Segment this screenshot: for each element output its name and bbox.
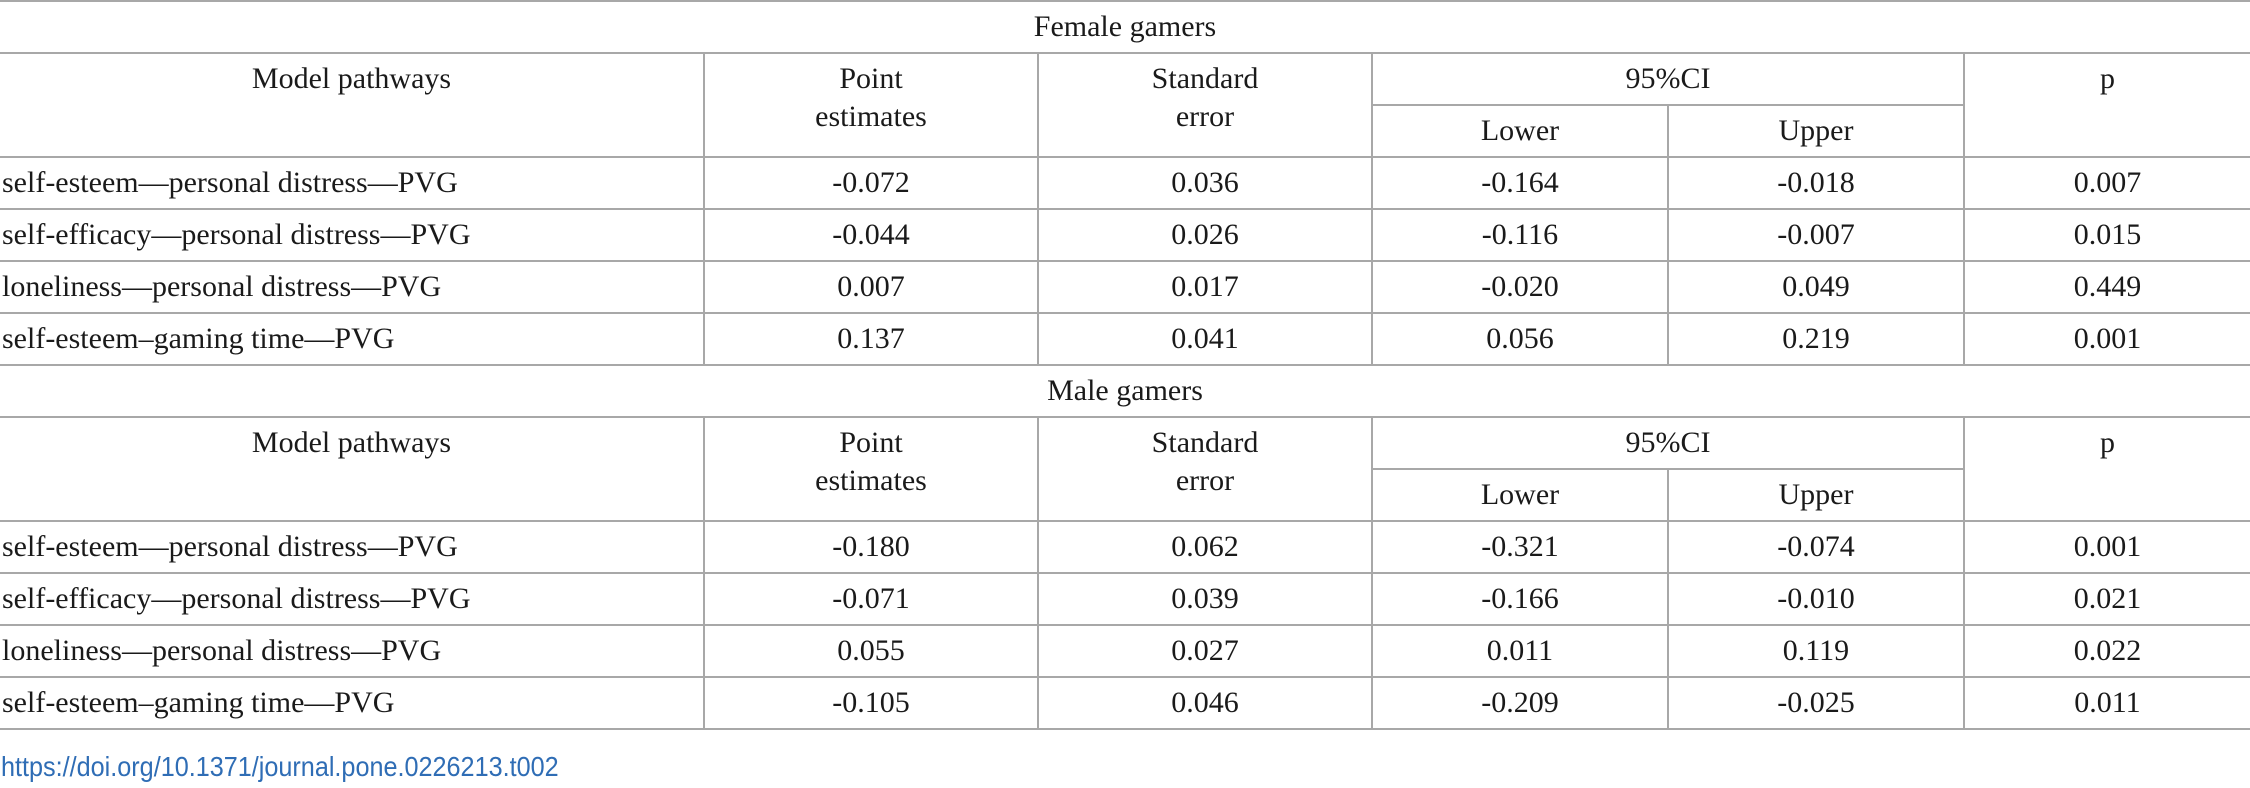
subheader-row: Lower Upper bbox=[0, 468, 2250, 522]
cell-pathway: self-efficacy—personal distress—PVG bbox=[0, 208, 705, 262]
cell-lower: 0.056 bbox=[1371, 312, 1669, 366]
cell-point: 0.007 bbox=[703, 260, 1039, 314]
cell-upper: -0.025 bbox=[1667, 676, 1965, 730]
cell-point: -0.072 bbox=[703, 156, 1039, 210]
cell-p: 0.001 bbox=[1963, 312, 2250, 366]
header-standard-error: Standard error bbox=[1037, 52, 1373, 158]
cell-upper: -0.007 bbox=[1667, 208, 1965, 262]
doi-link[interactable]: https://doi.org/10.1371/journal.pone.022… bbox=[1, 751, 559, 782]
section-title-row: Female gamers bbox=[0, 0, 2250, 54]
header-upper: Upper bbox=[1667, 468, 1965, 522]
cell-p: 0.022 bbox=[1963, 624, 2250, 678]
header-upper: Upper bbox=[1667, 104, 1965, 158]
cell-point: -0.180 bbox=[703, 520, 1039, 574]
cell-se: 0.046 bbox=[1037, 676, 1373, 730]
cell-point: -0.105 bbox=[703, 676, 1039, 730]
cell-se: 0.026 bbox=[1037, 208, 1373, 262]
cell-point: 0.055 bbox=[703, 624, 1039, 678]
cell-pathway: self-esteem–gaming time—PVG bbox=[0, 312, 705, 366]
section-title-row: Male gamers bbox=[0, 364, 2250, 418]
cell-point: -0.044 bbox=[703, 208, 1039, 262]
cell-lower: -0.166 bbox=[1371, 572, 1669, 626]
header-p: p bbox=[1963, 52, 2250, 158]
section-title: Female gamers bbox=[0, 0, 2250, 54]
header-pathway: Model pathways bbox=[0, 416, 705, 522]
cell-point: -0.071 bbox=[703, 572, 1039, 626]
cell-point: 0.137 bbox=[703, 312, 1039, 366]
cell-upper: 0.049 bbox=[1667, 260, 1965, 314]
cell-upper: 0.119 bbox=[1667, 624, 1965, 678]
header-lower: Lower bbox=[1371, 468, 1669, 522]
header-p: p bbox=[1963, 416, 2250, 522]
cell-pathway: loneliness—personal distress—PVG bbox=[0, 624, 705, 678]
cell-se: 0.039 bbox=[1037, 572, 1373, 626]
table-row: loneliness—personal distress—PVG 0.007 0… bbox=[0, 260, 2250, 314]
cell-p: 0.011 bbox=[1963, 676, 2250, 730]
cell-pathway: self-esteem—personal distress—PVG bbox=[0, 520, 705, 574]
cell-lower: -0.116 bbox=[1371, 208, 1669, 262]
cell-se: 0.027 bbox=[1037, 624, 1373, 678]
cell-lower: -0.321 bbox=[1371, 520, 1669, 574]
header-lower: Lower bbox=[1371, 104, 1669, 158]
header-pathway: Model pathways bbox=[0, 52, 705, 158]
cell-se: 0.036 bbox=[1037, 156, 1373, 210]
cell-pathway: self-esteem—personal distress—PVG bbox=[0, 156, 705, 210]
cell-upper: -0.018 bbox=[1667, 156, 1965, 210]
cell-p: 0.015 bbox=[1963, 208, 2250, 262]
table-row: self-esteem–gaming time—PVG 0.137 0.041 … bbox=[0, 312, 2250, 366]
header-ci: 95%CI bbox=[1371, 416, 1965, 470]
cell-p: 0.449 bbox=[1963, 260, 2250, 314]
cell-upper: -0.010 bbox=[1667, 572, 1965, 626]
table-row: self-esteem—personal distress—PVG -0.072… bbox=[0, 156, 2250, 210]
table-row: self-esteem—personal distress—PVG -0.180… bbox=[0, 520, 2250, 574]
header-row: Model pathways Point estimates Standard er… bbox=[0, 416, 2250, 522]
table-row: loneliness—personal distress—PVG 0.055 0… bbox=[0, 624, 2250, 678]
cell-se: 0.062 bbox=[1037, 520, 1373, 574]
cell-p: 0.007 bbox=[1963, 156, 2250, 210]
cell-p: 0.021 bbox=[1963, 572, 2250, 626]
cell-lower: -0.020 bbox=[1371, 260, 1669, 314]
cell-p: 0.001 bbox=[1963, 520, 2250, 574]
table-row: self-efficacy—personal distress—PVG -0.0… bbox=[0, 572, 2250, 626]
subheader-row: Lower Upper bbox=[0, 104, 2250, 158]
cell-pathway: self-esteem–gaming time—PVG bbox=[0, 676, 705, 730]
mediation-results-table: Female gamers Model pathways Point estima… bbox=[0, 0, 2250, 730]
cell-se: 0.041 bbox=[1037, 312, 1373, 366]
header-point-estimates: Point estimates bbox=[703, 416, 1039, 522]
cell-lower: -0.209 bbox=[1371, 676, 1669, 730]
cell-lower: -0.164 bbox=[1371, 156, 1669, 210]
cell-lower: 0.011 bbox=[1371, 624, 1669, 678]
table-row: self-esteem–gaming time—PVG -0.105 0.046… bbox=[0, 676, 2250, 730]
cell-upper: 0.219 bbox=[1667, 312, 1965, 366]
header-ci: 95%CI bbox=[1371, 52, 1965, 106]
section-title: Male gamers bbox=[0, 364, 2250, 418]
cell-upper: -0.074 bbox=[1667, 520, 1965, 574]
cell-pathway: loneliness—personal distress—PVG bbox=[0, 260, 705, 314]
cell-se: 0.017 bbox=[1037, 260, 1373, 314]
header-point-estimates: Point estimates bbox=[703, 52, 1039, 158]
header-standard-error: Standard error bbox=[1037, 416, 1373, 522]
cell-pathway: self-efficacy—personal distress—PVG bbox=[0, 572, 705, 626]
table-row: self-efficacy—personal distress—PVG -0.0… bbox=[0, 208, 2250, 262]
header-row: Model pathways Point estimates Standard er… bbox=[0, 52, 2250, 158]
